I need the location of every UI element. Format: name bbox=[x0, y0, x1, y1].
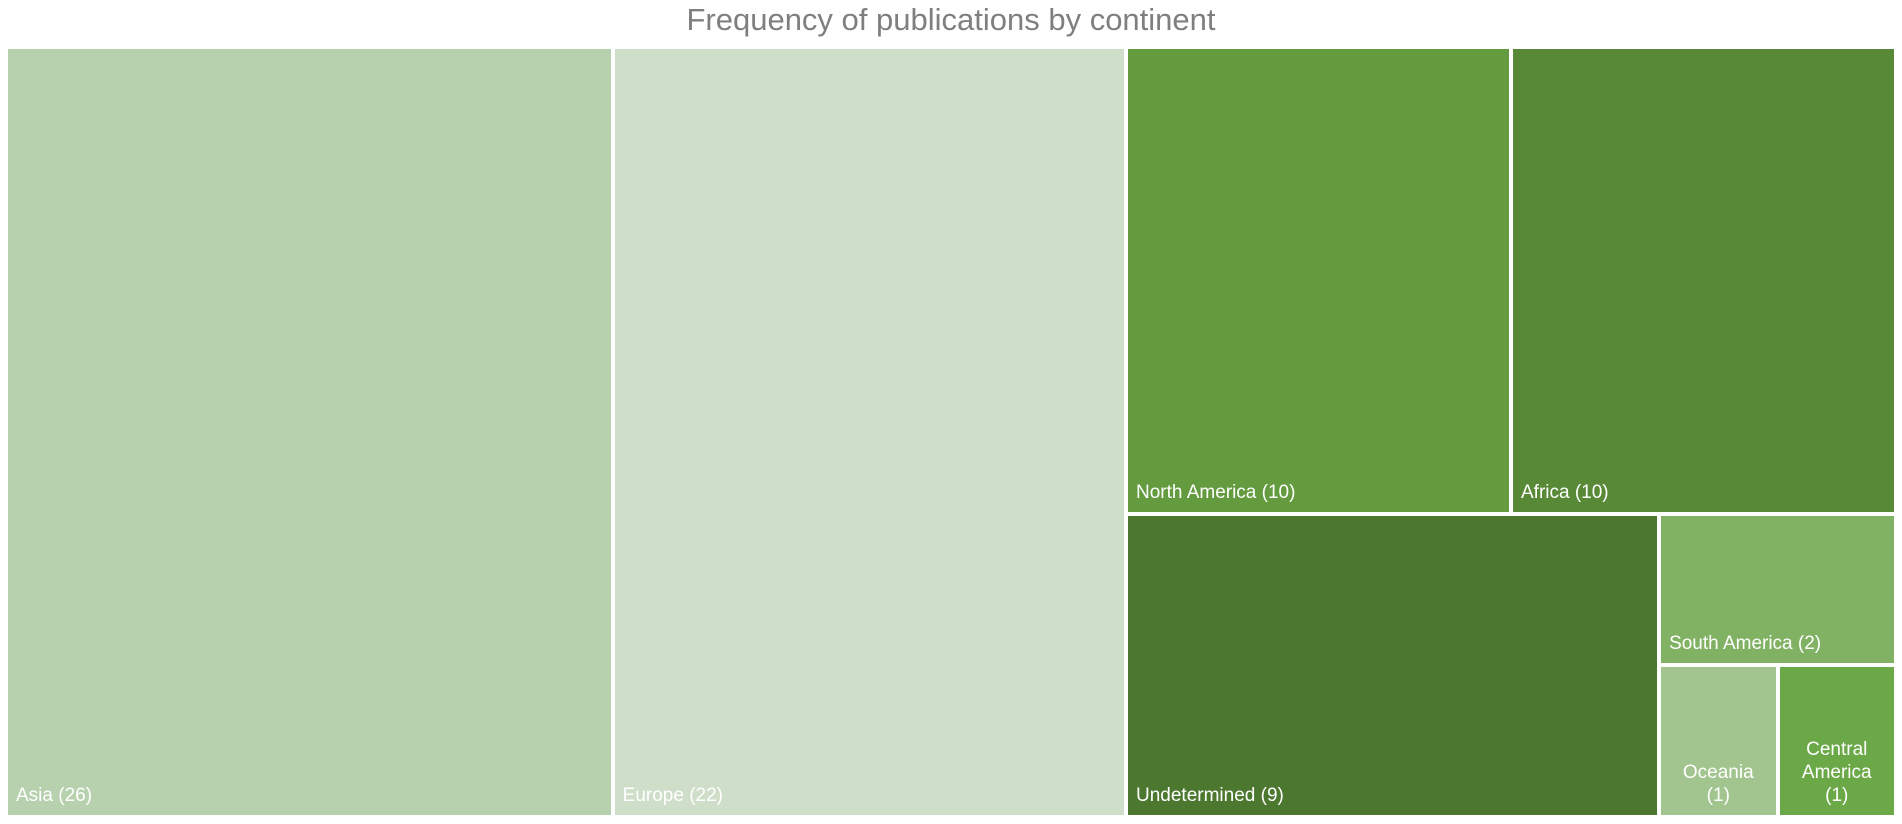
treemap-label: Oceania (1) bbox=[1682, 761, 1754, 806]
treemap-label: Europe (22) bbox=[622, 785, 723, 806]
treemap-label: Undetermined (9) bbox=[1136, 784, 1284, 806]
treemap-tile-oceania: Oceania (1) bbox=[1659, 665, 1778, 817]
treemap-tile-asia: Asia (26) bbox=[6, 47, 613, 817]
treemap-tile-europe: Europe (22) bbox=[612, 47, 1126, 817]
treemap-tile-africa: Africa (10) bbox=[1511, 47, 1896, 514]
treemap-label: Asia (26) bbox=[16, 785, 93, 806]
treemap-tile-south-america: South America (2) bbox=[1659, 513, 1896, 666]
treemap-label: South America (2) bbox=[1669, 633, 1822, 655]
treemap-label: Central America (1) bbox=[1801, 738, 1872, 806]
treemap-label: Africa (10) bbox=[1521, 481, 1609, 503]
chart-title: Frequency of publications by continent bbox=[686, 2, 1216, 37]
treemap-label: North America (10) bbox=[1136, 481, 1296, 503]
treemap-tile-north-america: North America (10) bbox=[1126, 47, 1511, 514]
treemap-tile-central-america: Central America (1) bbox=[1777, 665, 1896, 817]
treemap-tile-undetermined: Undetermined (9) bbox=[1126, 513, 1660, 817]
